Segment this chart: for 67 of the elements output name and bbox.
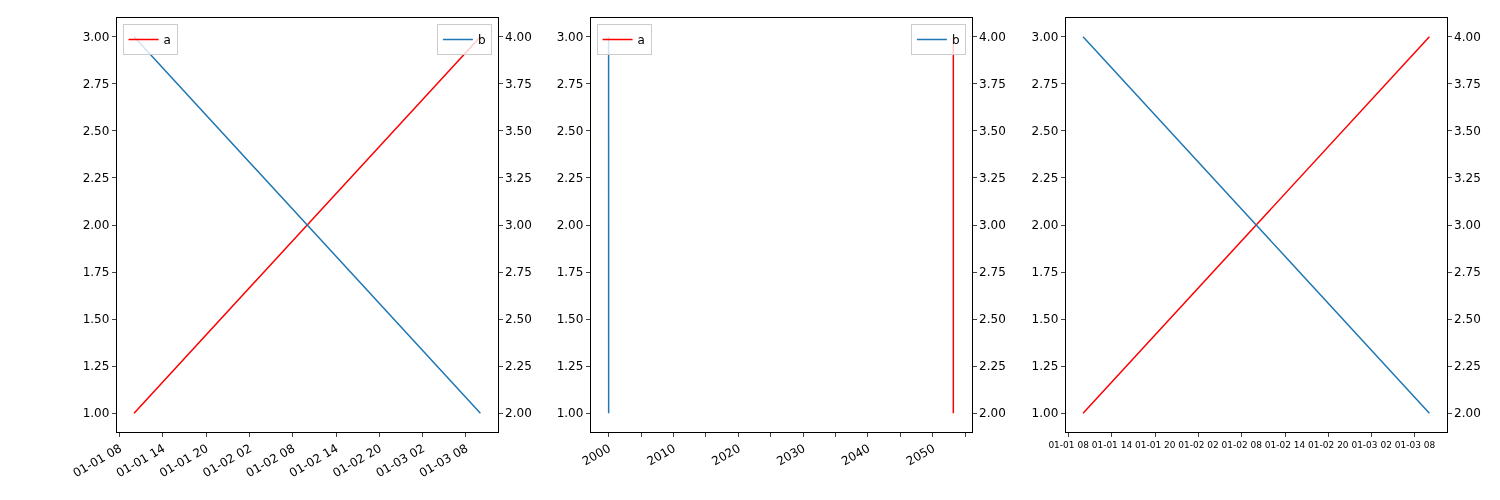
y-tick-label: 2.25 <box>82 171 110 186</box>
y-tick-label: 1.75 <box>1031 265 1059 280</box>
legend-label: a <box>163 33 171 48</box>
y2-tick-label: 4.00 <box>1454 30 1481 45</box>
y2-tick-label: 3.25 <box>979 171 1006 186</box>
legend-label: a <box>637 33 645 48</box>
y2-tick-label: 2.25 <box>505 359 532 374</box>
x-tick-label: 01-01 08 <box>1048 439 1090 450</box>
y2-tick-label: 2.75 <box>505 265 532 280</box>
y2-tick-label: 3.25 <box>505 171 532 186</box>
x-tick-label: 01-03 08 <box>1394 439 1436 450</box>
legend-label: b <box>951 33 960 48</box>
y-tick-label: 1.25 <box>82 359 110 374</box>
y-tick-label: 1.50 <box>1031 312 1059 327</box>
y2-tick-label: 3.75 <box>505 77 532 92</box>
y2-tick-label: 2.75 <box>979 265 1006 280</box>
y-tick-label: 2.00 <box>1031 218 1059 233</box>
y-tick-label: 1.00 <box>556 406 584 421</box>
y-tick-label: 2.75 <box>556 77 584 92</box>
y-tick-label: 1.00 <box>82 406 110 421</box>
y2-tick-label: 2.50 <box>1454 312 1481 327</box>
y-tick-label: 3.00 <box>1031 30 1059 45</box>
y2-tick-label: 2.00 <box>505 406 532 421</box>
y2-tick-label: 2.50 <box>979 312 1006 327</box>
y-tick-label: 1.25 <box>556 359 584 374</box>
x-tick-label: 01-01 20 <box>1134 439 1176 450</box>
x-tick-label: 01-02 02 <box>1178 439 1219 450</box>
x-tick-label: 01-01 14 <box>1091 439 1133 450</box>
y2-tick-label: 3.00 <box>1454 218 1481 233</box>
y-tick-label: 1.50 <box>556 312 584 327</box>
x-tick-label: 01-02 08 <box>1221 439 1263 450</box>
y2-tick-label: 4.00 <box>979 30 1006 45</box>
y-tick-label: 1.75 <box>556 265 584 280</box>
y2-tick-label: 3.50 <box>505 124 532 139</box>
y-tick-label: 2.00 <box>556 218 584 233</box>
y2-tick-label: 2.00 <box>1454 406 1481 421</box>
y2-tick-label: 3.50 <box>979 124 1006 139</box>
y-tick-label: 3.00 <box>556 30 584 45</box>
y-tick-label: 2.25 <box>556 171 584 186</box>
y-tick-label: 2.75 <box>82 77 110 92</box>
y2-tick-label: 3.00 <box>979 218 1006 233</box>
y2-tick-label: 3.25 <box>1454 171 1481 186</box>
y-tick-label: 2.50 <box>556 124 584 139</box>
y-tick-label: 2.25 <box>1031 171 1059 186</box>
y2-tick-label: 2.75 <box>1454 265 1481 280</box>
y-tick-label: 1.75 <box>82 265 110 280</box>
x-tick-label: 01-02 20 <box>1308 439 1349 450</box>
y2-tick-label: 3.75 <box>979 77 1006 92</box>
y-tick-label: 2.75 <box>1031 77 1059 92</box>
y2-tick-label: 3.75 <box>1454 77 1481 92</box>
y-tick-label: 3.00 <box>82 30 110 45</box>
x-tick-label: 01-03 02 <box>1351 439 1392 450</box>
y2-tick-label: 2.50 <box>505 312 532 327</box>
y2-tick-label: 2.00 <box>979 406 1006 421</box>
y-tick-label: 1.00 <box>1031 406 1059 421</box>
y-tick-label: 2.50 <box>1031 124 1059 139</box>
y2-tick-label: 2.25 <box>979 359 1006 374</box>
y-tick-label: 1.50 <box>82 312 110 327</box>
y-tick-label: 2.50 <box>82 124 110 139</box>
y2-tick-label: 2.25 <box>1454 359 1481 374</box>
y2-tick-label: 3.50 <box>1454 124 1481 139</box>
y2-tick-label: 3.00 <box>505 218 532 233</box>
y-tick-label: 2.00 <box>82 218 110 233</box>
y2-tick-label: 4.00 <box>505 30 532 45</box>
legend-label: b <box>477 33 486 48</box>
y-tick-label: 1.25 <box>1031 359 1059 374</box>
x-tick-label: 01-02 14 <box>1264 439 1306 450</box>
